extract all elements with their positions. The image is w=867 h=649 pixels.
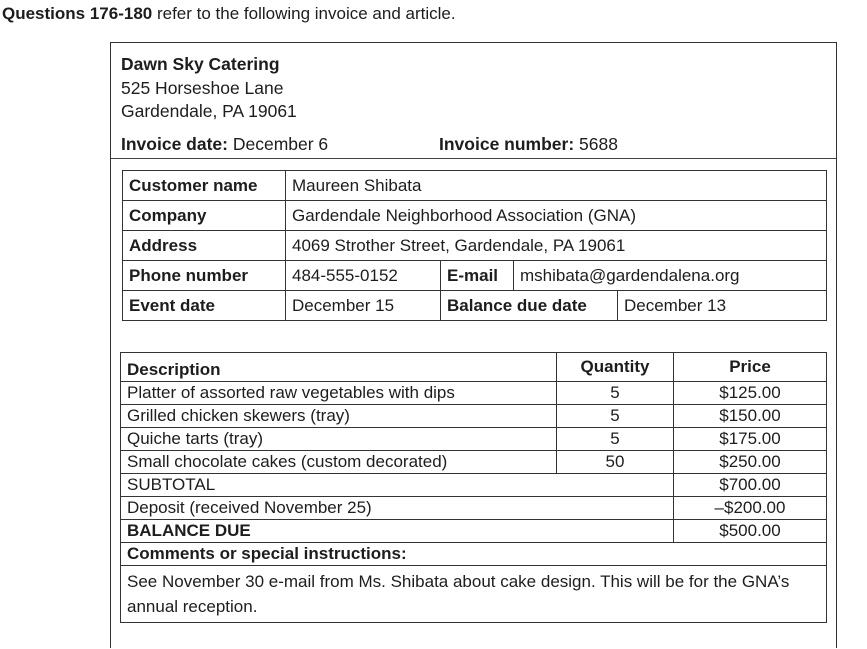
item-price: $150.00 bbox=[673, 404, 827, 428]
deposit-value: –$200.00 bbox=[673, 496, 827, 520]
company-address-2: Gardendale, PA 19061 bbox=[121, 101, 297, 121]
divider bbox=[111, 158, 836, 159]
table-row: Event date December 15 Balance due date Dec… bbox=[122, 290, 827, 321]
customer-company: Gardendale Neighborhood Association (GNA… bbox=[285, 200, 827, 231]
item-description: Platter of assorted raw vegetables with … bbox=[120, 381, 557, 405]
table-row: Company Gardendale Neighborhood Associati… bbox=[122, 200, 827, 231]
customer-email: mshibata@gardendalena.org bbox=[513, 260, 827, 291]
table-row: Quiche tarts (tray) 5 $175.00 bbox=[120, 427, 827, 451]
table-header-row: Description Quantity Price bbox=[120, 352, 827, 382]
item-price: $250.00 bbox=[673, 450, 827, 474]
deposit-row: Deposit (received November 25) –$200.00 bbox=[120, 496, 827, 520]
comments-label: Comments or special instructions: bbox=[120, 542, 827, 566]
subtotal-label: SUBTOTAL bbox=[120, 473, 674, 497]
description-header: Description bbox=[120, 352, 557, 382]
event-date: December 15 bbox=[285, 290, 441, 321]
invoice-number-label: Invoice number: bbox=[439, 134, 575, 154]
comments-text: See November 30 e-mail from Ms. Shibata … bbox=[120, 565, 827, 623]
invoice bbox=[110, 42, 837, 648]
table-row: Address 4069 Strother Street, Gardendale,… bbox=[122, 230, 827, 261]
balance-due-date: December 13 bbox=[617, 290, 827, 321]
item-price: $175.00 bbox=[673, 427, 827, 451]
price-header: Price bbox=[673, 352, 827, 382]
balance-value: $500.00 bbox=[673, 519, 827, 543]
item-quantity: 5 bbox=[556, 404, 674, 428]
customer-name: Maureen Shibata bbox=[285, 170, 827, 201]
customer-phone: 484-555-0152 bbox=[285, 260, 441, 291]
invoice-date: Invoice date: December 6 bbox=[121, 134, 328, 155]
company-address-1: 525 Horseshoe Lane bbox=[121, 78, 284, 98]
invoice-date-value: December 6 bbox=[227, 134, 329, 154]
customer-address: 4069 Strother Street, Gardendale, PA 190… bbox=[285, 230, 827, 261]
phone-label: Phone number bbox=[122, 260, 286, 291]
item-description: Quiche tarts (tray) bbox=[120, 427, 557, 451]
subtotal-row: SUBTOTAL $700.00 bbox=[120, 473, 827, 497]
question-header: Questions 176-180 refer to the following… bbox=[2, 4, 456, 24]
invoice-date-label: Invoice date: bbox=[121, 134, 228, 154]
event-date-label: Event date bbox=[122, 290, 286, 321]
balance-label: BALANCE DUE bbox=[120, 519, 674, 543]
table-row: Customer name Maureen Shibata bbox=[122, 170, 827, 201]
address-label: Address bbox=[122, 230, 286, 261]
customer-name-label: Customer name bbox=[122, 170, 286, 201]
deposit-label: Deposit (received November 25) bbox=[120, 496, 674, 520]
email-label: E-mail bbox=[440, 260, 514, 291]
item-quantity: 5 bbox=[556, 381, 674, 405]
company-label: Company bbox=[122, 200, 286, 231]
question-text: refer to the following invoice and artic… bbox=[152, 4, 456, 23]
item-quantity: 50 bbox=[556, 450, 674, 474]
table-row: Platter of assorted raw vegetables with … bbox=[120, 381, 827, 405]
comments-row: See November 30 e-mail from Ms. Shibata … bbox=[120, 565, 827, 623]
balance-row: BALANCE DUE $500.00 bbox=[120, 519, 827, 543]
items-table: Description Quantity Price Platter of asso… bbox=[120, 352, 827, 623]
table-row: Small chocolate cakes (custom decorated)… bbox=[120, 450, 827, 474]
quantity-header: Quantity bbox=[556, 352, 674, 382]
item-quantity: 5 bbox=[556, 427, 674, 451]
table-row: Phone number 484-555-0152 E-mail mshibata@g… bbox=[122, 260, 827, 291]
invoice-number-value: 5688 bbox=[574, 134, 618, 154]
invoice-number: Invoice number: 5688 bbox=[439, 134, 618, 155]
customer-table: Customer name Maureen Shibata Company Gard… bbox=[122, 170, 827, 321]
balance-due-date-label: Balance due date bbox=[440, 290, 618, 321]
question-range: Questions 176-180 bbox=[2, 4, 153, 23]
subtotal-value: $700.00 bbox=[673, 473, 827, 497]
item-description: Grilled chicken skewers (tray) bbox=[120, 404, 557, 428]
table-row: Grilled chicken skewers (tray) 5 $150.00 bbox=[120, 404, 827, 428]
item-description: Small chocolate cakes (custom decorated) bbox=[120, 450, 557, 474]
item-price: $125.00 bbox=[673, 381, 827, 405]
company-name: Dawn Sky Catering bbox=[121, 54, 280, 74]
comments-label-row: Comments or special instructions: bbox=[120, 542, 827, 566]
